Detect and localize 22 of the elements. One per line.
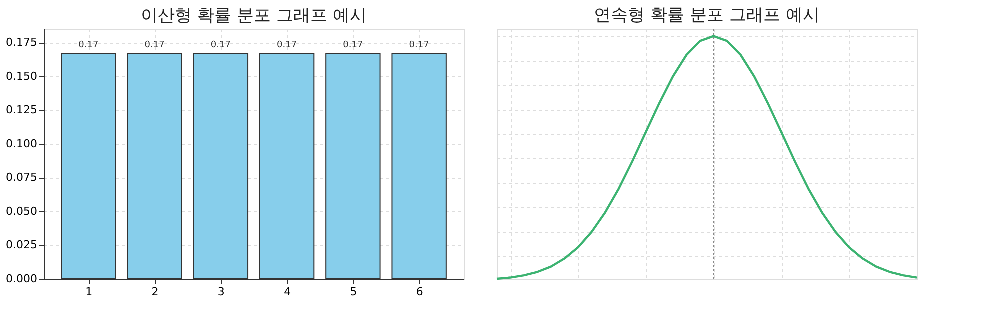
y-tick-label: 0.075: [6, 171, 38, 184]
y-tick-label: 0.150: [6, 70, 38, 83]
x-tick-label: 5: [350, 286, 358, 298]
data-label: 0.17: [277, 40, 298, 51]
chart-title: 연속형 확률 분포 그래프 예시: [594, 5, 820, 26]
y-tick-label: 0.125: [6, 104, 38, 117]
x-tick-label: 1: [86, 286, 93, 298]
data-label: 0.17: [210, 40, 231, 51]
x-tick-label: 3: [218, 286, 225, 298]
y-tick-label: 0.175: [6, 36, 38, 50]
chart-title: 이산형 확률 분포 그래프 예시: [141, 6, 367, 26]
data-label: 0.17: [409, 40, 430, 51]
data-label: 0.17: [78, 40, 99, 51]
x-tick-label: 6: [416, 286, 424, 298]
y-tick-label: 0.100: [6, 137, 38, 150]
y-tick-label: 0.050: [6, 204, 38, 218]
y-tick-label: 0.000: [6, 272, 38, 286]
x-tick-label: 4: [284, 286, 292, 298]
x-tick-label: 2: [152, 286, 159, 298]
data-label: 0.17: [343, 40, 364, 51]
data-label: 0.17: [144, 40, 165, 51]
y-tick-label: 0.025: [6, 238, 38, 252]
